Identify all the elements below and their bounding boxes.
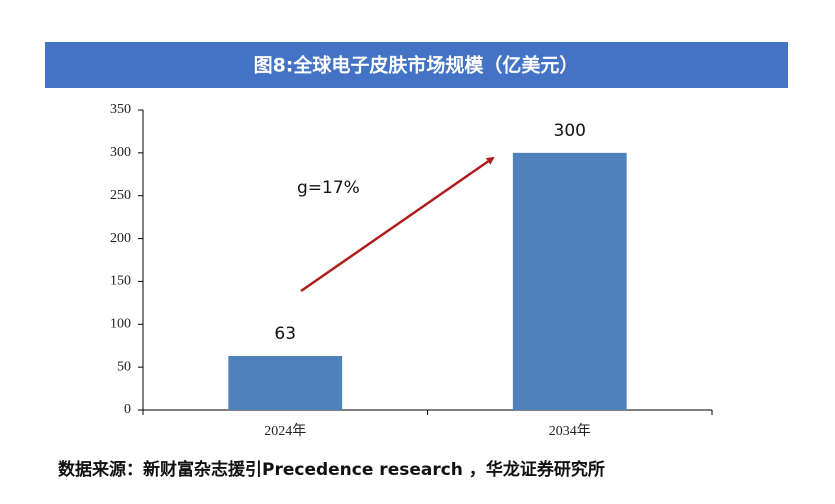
x-tick-label: 2024年 [264,423,306,439]
bar [512,152,627,410]
y-tick-label: 50 [117,359,131,374]
y-tick-label: 100 [110,317,131,332]
x-tick-label: 2034年 [549,423,591,439]
y-tick-label: 350 [110,102,131,117]
y-tick-label: 150 [110,274,131,289]
annotation: g=17% [297,178,360,198]
y-tick-label: 200 [110,231,131,246]
source-note: 数据来源：新财富杂志援引Precedence research ，华龙证券研究所 [58,459,605,480]
data-label: 300 [554,121,586,141]
y-tick-label: 0 [124,402,131,417]
chart-title: 图8:全球电子皮肤市场规模（亿美元） [254,54,579,77]
bar [228,356,343,410]
data-label: 63 [274,324,296,344]
y-tick-label: 250 [110,188,131,203]
y-tick-label: 300 [110,145,131,160]
growth-arrow [300,156,495,293]
title-bar [45,42,788,88]
